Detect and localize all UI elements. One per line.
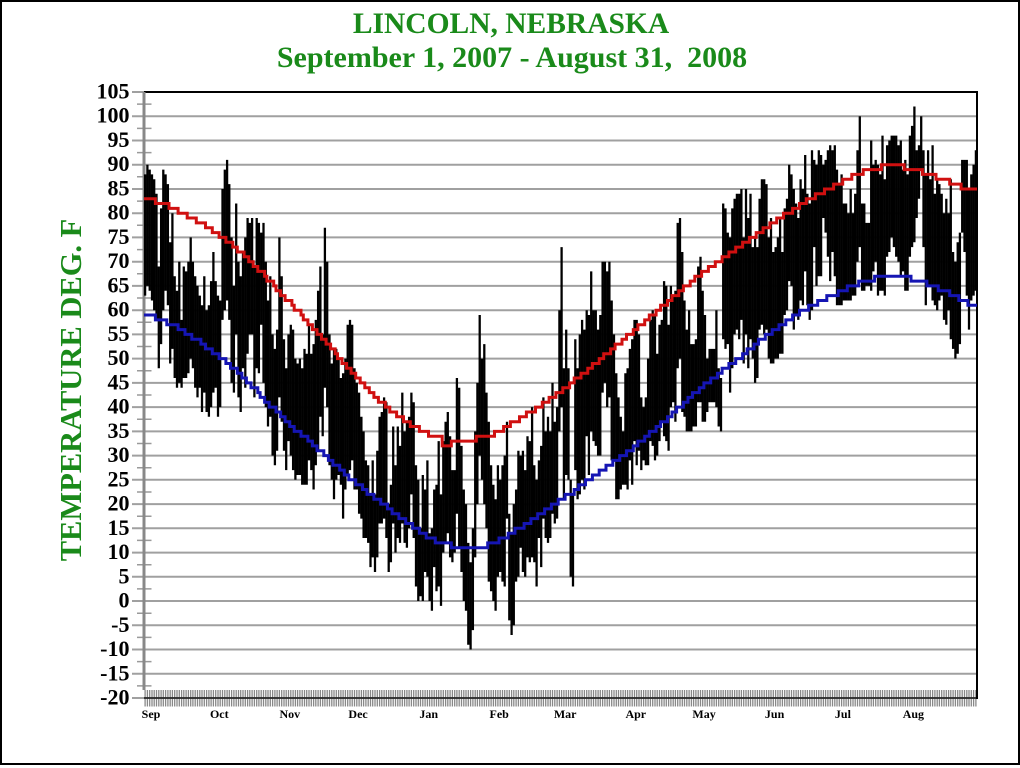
svg-text:Feb: Feb (490, 707, 510, 721)
svg-text:Nov: Nov (279, 707, 300, 721)
svg-text:-5: -5 (111, 612, 129, 637)
svg-text:Apr: Apr (625, 707, 646, 721)
svg-text:60: 60 (108, 297, 130, 322)
svg-text:-20: -20 (100, 685, 129, 710)
svg-text:-10: -10 (100, 636, 129, 661)
svg-text:LINCOLN, NEBRASKA: LINCOLN, NEBRASKA (353, 8, 670, 40)
svg-text:90: 90 (108, 151, 130, 176)
svg-text:Jan: Jan (419, 707, 438, 721)
svg-text:75: 75 (108, 224, 130, 249)
svg-text:85: 85 (108, 176, 130, 201)
svg-text:Jun: Jun (765, 707, 785, 721)
svg-text:Dec: Dec (348, 707, 368, 721)
svg-text:September 1, 2007 - August 31,: September 1, 2007 - August 31, 2008 (277, 41, 747, 74)
svg-text:40: 40 (108, 394, 130, 419)
svg-text:50: 50 (108, 345, 130, 370)
svg-text:80: 80 (108, 200, 130, 225)
svg-text:55: 55 (108, 321, 130, 346)
svg-text:25: 25 (108, 466, 130, 491)
svg-text:Sep: Sep (142, 707, 161, 721)
svg-text:105: 105 (97, 79, 130, 104)
svg-text:100: 100 (97, 103, 130, 128)
svg-text:15: 15 (108, 515, 130, 540)
svg-text:0: 0 (119, 588, 130, 613)
svg-text:35: 35 (108, 418, 130, 443)
svg-text:30: 30 (108, 442, 130, 467)
svg-text:10: 10 (108, 539, 130, 564)
svg-text:May: May (692, 707, 715, 721)
svg-text:5: 5 (119, 563, 130, 588)
svg-text:TEMPERATURE DEG. F: TEMPERATURE DEG. F (54, 219, 88, 562)
svg-text:Aug: Aug (903, 707, 924, 721)
svg-text:Jul: Jul (835, 707, 852, 721)
svg-text:45: 45 (108, 369, 130, 394)
svg-text:20: 20 (108, 491, 130, 516)
svg-text:-15: -15 (100, 660, 129, 685)
svg-text:65: 65 (108, 272, 130, 297)
svg-text:70: 70 (108, 248, 130, 273)
svg-text:Oct: Oct (210, 707, 229, 721)
svg-text:Mar: Mar (554, 707, 577, 721)
svg-text:95: 95 (108, 127, 130, 152)
